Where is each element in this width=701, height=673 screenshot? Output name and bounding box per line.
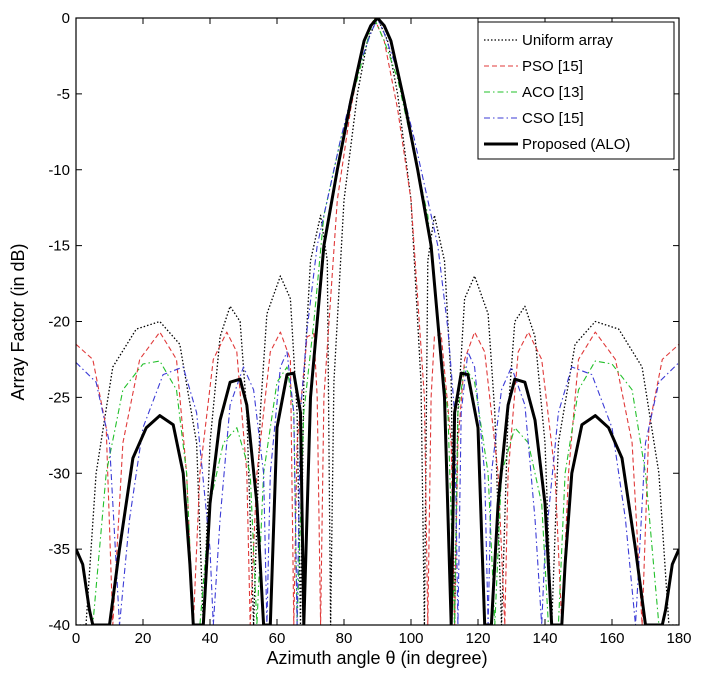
series-line-1	[76, 18, 679, 625]
x-tick-label: 120	[465, 630, 490, 647]
x-tick-label: 60	[269, 630, 286, 647]
y-tick-label: -15	[48, 238, 70, 255]
y-tick-label: 0	[62, 10, 70, 27]
y-tick-label: -35	[48, 541, 70, 558]
legend: Uniform array PSO [15] ACO [13] CSO [15] Pro…	[477, 21, 675, 160]
x-tick-label: 140	[532, 630, 557, 647]
y-tick-label: -20	[48, 314, 70, 331]
x-tick-label: 0	[72, 630, 80, 647]
series-line-0	[76, 18, 679, 625]
y-tick-label: -40	[48, 617, 70, 634]
series-layer	[76, 18, 679, 625]
legend-label-0: Uniform array	[522, 32, 613, 49]
y-tick-label: -5	[57, 86, 70, 103]
x-tick-label: 100	[398, 630, 423, 647]
ticks-layer: 0 20 40 60 80 100 120 140 160 180 0 -5 -10 -15 -20 -25 -…	[48, 10, 691, 647]
legend-box	[477, 21, 675, 160]
y-tick-label: -25	[48, 389, 70, 406]
x-tick-label: 80	[336, 630, 353, 647]
x-tick-label: 20	[135, 630, 152, 647]
y-tick-label: -30	[48, 465, 70, 482]
legend-label-1: PSO [15]	[522, 58, 583, 75]
x-axis-title: Azimuth angle θ (in degree)	[266, 648, 487, 668]
y-tick-label: -10	[48, 162, 70, 179]
y-axis-title: Array Factor (in dB)	[8, 243, 28, 400]
series-line-3	[76, 18, 679, 625]
series-line-4	[76, 18, 679, 625]
x-tick-label: 40	[202, 630, 219, 647]
x-tick-label: 160	[599, 630, 624, 647]
legend-label-3: CSO [15]	[522, 110, 584, 127]
legend-label-2: ACO [13]	[522, 84, 584, 101]
x-tick-label: 180	[666, 630, 691, 647]
legend-label-4: Proposed (ALO)	[522, 136, 630, 153]
